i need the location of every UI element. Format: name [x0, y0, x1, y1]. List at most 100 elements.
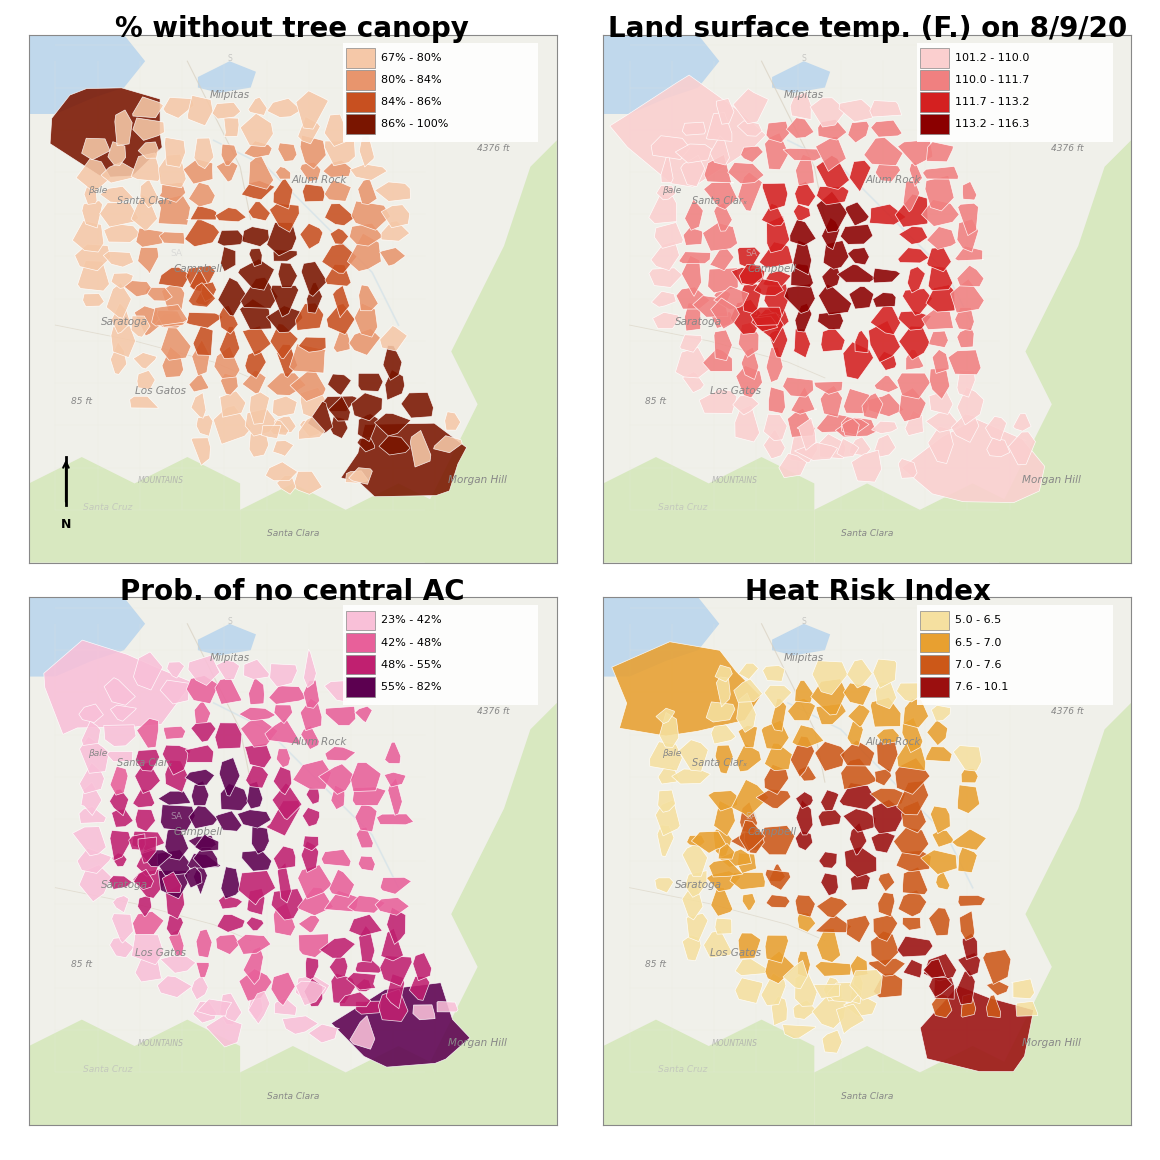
Polygon shape — [784, 284, 815, 313]
Bar — [920, 115, 949, 135]
Polygon shape — [159, 182, 186, 202]
Polygon shape — [50, 88, 162, 177]
Polygon shape — [788, 408, 815, 437]
Polygon shape — [875, 434, 896, 457]
Polygon shape — [959, 911, 974, 941]
Polygon shape — [927, 720, 948, 746]
Polygon shape — [29, 597, 145, 676]
Polygon shape — [651, 241, 680, 270]
Polygon shape — [771, 996, 788, 1025]
Polygon shape — [339, 992, 371, 1007]
Polygon shape — [657, 825, 674, 857]
Polygon shape — [796, 154, 814, 186]
Polygon shape — [219, 305, 238, 334]
Polygon shape — [269, 664, 297, 687]
Polygon shape — [878, 872, 894, 892]
Polygon shape — [195, 834, 219, 851]
Polygon shape — [191, 781, 209, 805]
Polygon shape — [907, 267, 926, 293]
Polygon shape — [651, 136, 690, 160]
Polygon shape — [358, 856, 376, 871]
Polygon shape — [187, 312, 224, 328]
Polygon shape — [764, 951, 796, 984]
Polygon shape — [735, 978, 762, 1003]
Polygon shape — [242, 326, 271, 355]
Polygon shape — [815, 915, 851, 933]
Polygon shape — [269, 203, 299, 232]
Polygon shape — [824, 240, 849, 269]
Polygon shape — [711, 725, 735, 744]
Polygon shape — [818, 810, 841, 827]
Text: Morgan Hill: Morgan Hill — [1022, 1038, 1081, 1047]
Polygon shape — [80, 762, 104, 793]
Polygon shape — [195, 289, 211, 306]
Text: Saratoga: Saratoga — [101, 879, 147, 890]
Text: 55% - 82%: 55% - 82% — [380, 682, 442, 691]
Text: N: N — [60, 517, 71, 531]
Polygon shape — [927, 226, 956, 249]
Polygon shape — [306, 786, 319, 804]
Polygon shape — [245, 349, 267, 378]
Text: Alum Rock: Alum Rock — [291, 175, 347, 184]
Polygon shape — [274, 767, 292, 795]
Polygon shape — [276, 748, 290, 768]
Polygon shape — [821, 217, 840, 249]
Text: Morgan Hill: Morgan Hill — [448, 1038, 507, 1047]
Polygon shape — [712, 312, 733, 328]
Polygon shape — [110, 705, 137, 722]
Polygon shape — [274, 416, 296, 433]
Polygon shape — [160, 956, 196, 973]
Polygon shape — [247, 889, 264, 915]
Polygon shape — [738, 853, 756, 873]
Polygon shape — [298, 416, 325, 440]
Polygon shape — [216, 160, 238, 182]
Polygon shape — [249, 433, 269, 457]
Polygon shape — [357, 438, 375, 452]
Text: 4376 ft: 4376 ft — [1051, 144, 1083, 153]
Bar — [346, 677, 375, 697]
Polygon shape — [923, 959, 945, 978]
Polygon shape — [843, 683, 871, 705]
Polygon shape — [762, 183, 788, 210]
Polygon shape — [791, 386, 817, 414]
Polygon shape — [193, 326, 213, 355]
Polygon shape — [266, 462, 298, 480]
Polygon shape — [245, 744, 271, 768]
Polygon shape — [878, 351, 897, 370]
Polygon shape — [305, 957, 319, 980]
Polygon shape — [82, 293, 104, 306]
Polygon shape — [191, 392, 206, 419]
Polygon shape — [100, 187, 133, 203]
Polygon shape — [849, 287, 873, 309]
Polygon shape — [246, 916, 264, 930]
Polygon shape — [350, 164, 387, 180]
Polygon shape — [375, 898, 409, 915]
Polygon shape — [708, 791, 738, 811]
Polygon shape — [140, 850, 172, 867]
Polygon shape — [296, 976, 329, 999]
Polygon shape — [325, 114, 347, 146]
Polygon shape — [783, 377, 813, 397]
Polygon shape — [706, 702, 735, 722]
Polygon shape — [741, 284, 762, 314]
Polygon shape — [847, 722, 863, 746]
Polygon shape — [282, 1016, 318, 1035]
Polygon shape — [819, 284, 851, 314]
Polygon shape — [766, 121, 790, 143]
Polygon shape — [298, 934, 328, 957]
Polygon shape — [242, 370, 266, 393]
Polygon shape — [869, 958, 906, 977]
Text: Campbell: Campbell — [747, 264, 797, 274]
Text: MOUNTAINS: MOUNTAINS — [712, 477, 759, 485]
Polygon shape — [188, 283, 216, 307]
Polygon shape — [331, 785, 345, 810]
Polygon shape — [332, 983, 470, 1067]
Polygon shape — [926, 747, 952, 762]
Polygon shape — [124, 281, 151, 297]
Polygon shape — [703, 223, 738, 252]
Polygon shape — [767, 347, 783, 383]
Polygon shape — [325, 142, 355, 166]
Polygon shape — [655, 799, 680, 836]
Polygon shape — [839, 783, 877, 810]
Polygon shape — [849, 822, 867, 855]
